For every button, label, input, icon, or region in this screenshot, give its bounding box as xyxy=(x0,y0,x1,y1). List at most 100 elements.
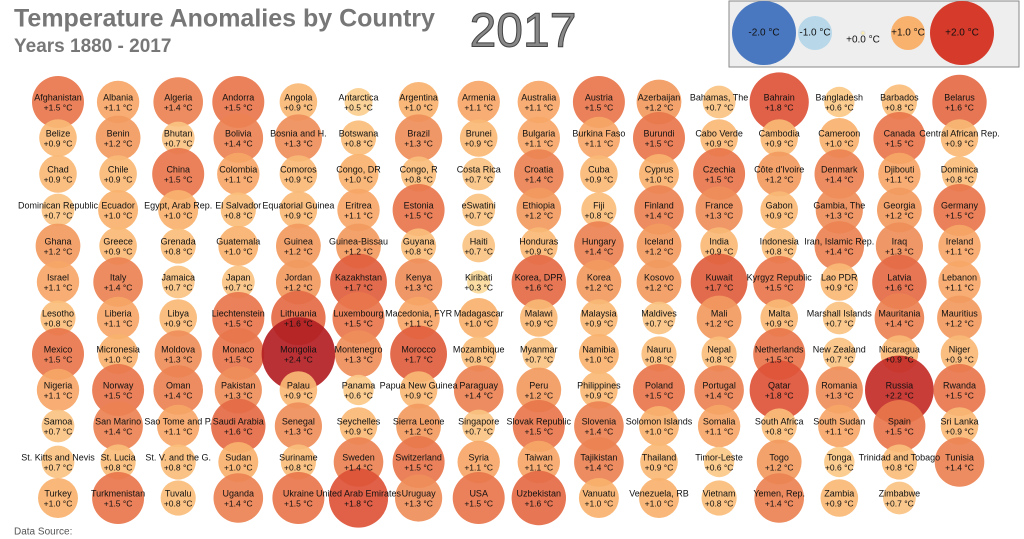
country-name: Dominican Republic xyxy=(18,200,99,210)
country-name: Sri Lanka xyxy=(940,416,978,426)
country-value: +1.1 °C xyxy=(404,318,433,328)
country-value: +0.8 °C xyxy=(464,354,493,364)
country-value: +1.0 °C xyxy=(645,498,674,508)
country-value: +0.9 °C xyxy=(825,282,854,292)
country-name: Egypt, Arab Rep. xyxy=(144,200,212,210)
bubble xyxy=(520,299,558,337)
country-value: +1.2 °C xyxy=(284,246,313,256)
country-name: Australia xyxy=(521,92,556,102)
country-value: +1.0 °C xyxy=(224,462,253,472)
country-value: +1.2 °C xyxy=(645,246,674,256)
bubble xyxy=(642,301,676,335)
country-value: +1.0 °C xyxy=(645,426,674,436)
bubble xyxy=(36,368,80,412)
country-value: +0.7 °C xyxy=(705,102,734,112)
country-name: Timor-Leste xyxy=(695,452,743,462)
bubble xyxy=(338,154,379,194)
country-value: +0.8 °C xyxy=(705,354,734,364)
country-value: +1.6 °C xyxy=(224,426,253,436)
country-name: Germany xyxy=(941,200,979,210)
country-value: +0.7 °C xyxy=(825,354,854,364)
country-value: +1.7 °C xyxy=(404,354,433,364)
bubble xyxy=(401,228,437,264)
bubble xyxy=(877,187,922,233)
country-name: Micronesia xyxy=(96,344,140,354)
bubble xyxy=(153,77,203,127)
bubble xyxy=(457,80,500,124)
country-value: +1.6 °C xyxy=(885,282,914,292)
country-value: +1.8 °C xyxy=(765,102,794,112)
bubble xyxy=(697,404,741,448)
country-name: Dominica xyxy=(941,164,979,174)
bubble xyxy=(390,325,447,383)
country-value: +1.2 °C xyxy=(284,282,313,292)
country-name: Finland xyxy=(644,200,674,210)
country-value: +1.5 °C xyxy=(885,138,914,148)
country-name: Venezuela, RB xyxy=(629,488,689,498)
country-name: Georgia xyxy=(883,200,915,210)
bubble xyxy=(815,366,863,414)
bubble xyxy=(395,474,443,522)
bubble xyxy=(220,192,256,228)
legend-swatch xyxy=(860,30,866,36)
bubble xyxy=(343,374,374,406)
bubble xyxy=(153,365,203,415)
country-name: Bahamas, The xyxy=(690,92,748,102)
country-value: +0.8 °C xyxy=(164,498,193,508)
country-value: +1.5 °C xyxy=(284,498,313,508)
bubble xyxy=(761,228,797,264)
country-value: +0.9 °C xyxy=(524,318,553,328)
country-value: +0.8 °C xyxy=(104,462,133,472)
country-name: Ghana xyxy=(44,236,71,246)
country-value: +1.0 °C xyxy=(404,102,433,112)
country-value: +1.0 °C xyxy=(104,354,133,364)
country-value: +1.5 °C xyxy=(344,318,373,328)
country-value: +1.0 °C xyxy=(825,138,854,148)
country-name: San Marino xyxy=(95,416,141,426)
country-name: Zimbabwe xyxy=(879,488,921,498)
bubble xyxy=(883,481,916,515)
country-value: +1.2 °C xyxy=(44,246,73,256)
bubble xyxy=(337,188,380,232)
bubble xyxy=(761,408,797,444)
country-name: eSwatini xyxy=(462,200,496,210)
country-name: Pakistan xyxy=(221,380,256,390)
country-name: Korea xyxy=(587,272,611,282)
bubble xyxy=(92,364,145,416)
bubble xyxy=(279,371,318,409)
country-name: Mauritius xyxy=(941,308,978,318)
country-name: Djibouti xyxy=(884,164,914,174)
bubble xyxy=(636,79,682,125)
country-value: +1.5 °C xyxy=(404,210,433,220)
country-value: +1.0 °C xyxy=(585,498,614,508)
country-value: +0.8 °C xyxy=(404,174,433,184)
country-name: Canada xyxy=(884,128,916,138)
country-value: +0.9 °C xyxy=(645,462,674,472)
country-value: +0.6 °C xyxy=(825,102,854,112)
country-value: +1.4 °C xyxy=(104,426,133,436)
bubble xyxy=(274,402,322,450)
legend-label: -1.0 °C xyxy=(799,28,830,39)
legend-label: +0.0 °C xyxy=(846,35,880,46)
bubble xyxy=(815,186,863,234)
country-value: +0.7 °C xyxy=(464,426,493,436)
country-name: Nauru xyxy=(647,344,672,354)
country-name: Ecuador xyxy=(101,200,135,210)
bubble xyxy=(932,74,987,130)
country-name: Saudi Arabia xyxy=(213,416,264,426)
bubble xyxy=(522,337,556,371)
legend-label: +1.0 °C xyxy=(891,28,925,39)
country-name: Lebanon xyxy=(942,272,977,282)
bubble xyxy=(822,337,856,371)
source: Data Source: xyxy=(14,527,72,538)
country-value: +0.9 °C xyxy=(164,318,193,328)
country-value: +0.9 °C xyxy=(945,138,974,148)
country-value: +1.4 °C xyxy=(464,390,493,400)
country-name: Paraguay xyxy=(459,380,498,390)
country-name: United Arab Emirates xyxy=(316,488,402,498)
country-value: +1.3 °C xyxy=(885,246,914,256)
bubble xyxy=(578,334,619,374)
country-name: Ukraine xyxy=(283,488,314,498)
country-value: +0.8 °C xyxy=(284,462,313,472)
